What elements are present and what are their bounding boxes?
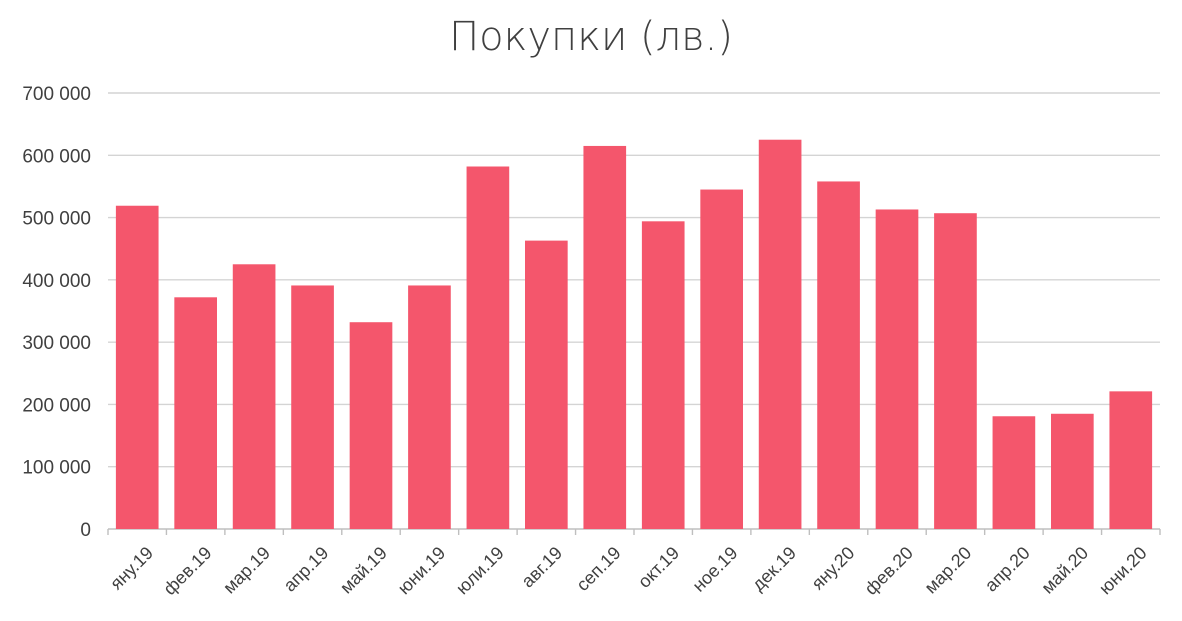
- x-axis-ticks: яну.19 фев.19 мар.19 апр.19 май.19 юни.19 юли.…: [106, 543, 1150, 599]
- y-tick-label: 600 000: [22, 146, 91, 167]
- bar-дек.19: [758, 139, 802, 529]
- bar-авг.19: [525, 240, 568, 530]
- bar-окт.19: [641, 221, 685, 529]
- x-tick-label: юни.20: [1095, 543, 1151, 599]
- x-tick-label: апр.19: [280, 543, 333, 596]
- bar-май.20: [1051, 413, 1094, 529]
- y-tick-label: 100 000: [22, 458, 91, 479]
- y-tick-label: 700 000: [22, 84, 91, 105]
- y-tick-label: 200 000: [22, 395, 91, 416]
- x-tick-label: ное.19: [689, 543, 742, 596]
- x-tick-label: мар.20: [921, 543, 976, 598]
- x-tick-label: май.20: [1037, 543, 1092, 598]
- x-tick-label: юли.19: [452, 543, 508, 599]
- x-tick-label: дек.19: [748, 543, 800, 595]
- x-tick-label: авг.19: [517, 543, 566, 592]
- x-tick-label: яну.19: [106, 543, 157, 594]
- bar-апр.20: [992, 416, 1036, 529]
- x-tick-label: апр.20: [981, 543, 1034, 596]
- bar-юни.19: [408, 285, 451, 529]
- bar-юни.20: [1109, 391, 1153, 529]
- chart-title: Покупки (лв.): [449, 14, 733, 60]
- x-tick-label: фев.19: [159, 543, 215, 599]
- x-tick-label: мар.19: [219, 543, 274, 598]
- y-tick-label: 0: [80, 520, 91, 541]
- bar-фев.19: [174, 297, 217, 529]
- y-axis-ticks: 0 100 000 200 000 300 000 400 000 500 000 600 …: [22, 84, 91, 541]
- bars: [115, 139, 1153, 530]
- bar-яну.19: [115, 205, 159, 530]
- x-tick-label: фев.20: [861, 543, 917, 599]
- y-tick-label: 400 000: [22, 271, 91, 292]
- x-tick-label: юни.19: [394, 543, 450, 599]
- y-tick-label: 300 000: [22, 333, 91, 354]
- gridlines: [107, 92, 1161, 535]
- x-tick-label: окт.19: [634, 543, 683, 592]
- bar-ное.19: [700, 189, 743, 530]
- x-tick-label: сеп.19: [572, 543, 624, 595]
- bar-май.19: [349, 322, 393, 529]
- bar-яну.20: [817, 181, 860, 529]
- x-tick-label: яну.20: [808, 543, 859, 594]
- y-tick-label: 500 000: [22, 209, 91, 230]
- bar-мар.20: [934, 213, 977, 529]
- x-tick-label: май.19: [336, 543, 391, 598]
- bar-фев.20: [875, 209, 919, 529]
- bar-юли.19: [466, 166, 510, 530]
- bar-сеп.19: [583, 145, 627, 529]
- bar-мар.19: [232, 264, 276, 529]
- bar-апр.19: [291, 285, 334, 529]
